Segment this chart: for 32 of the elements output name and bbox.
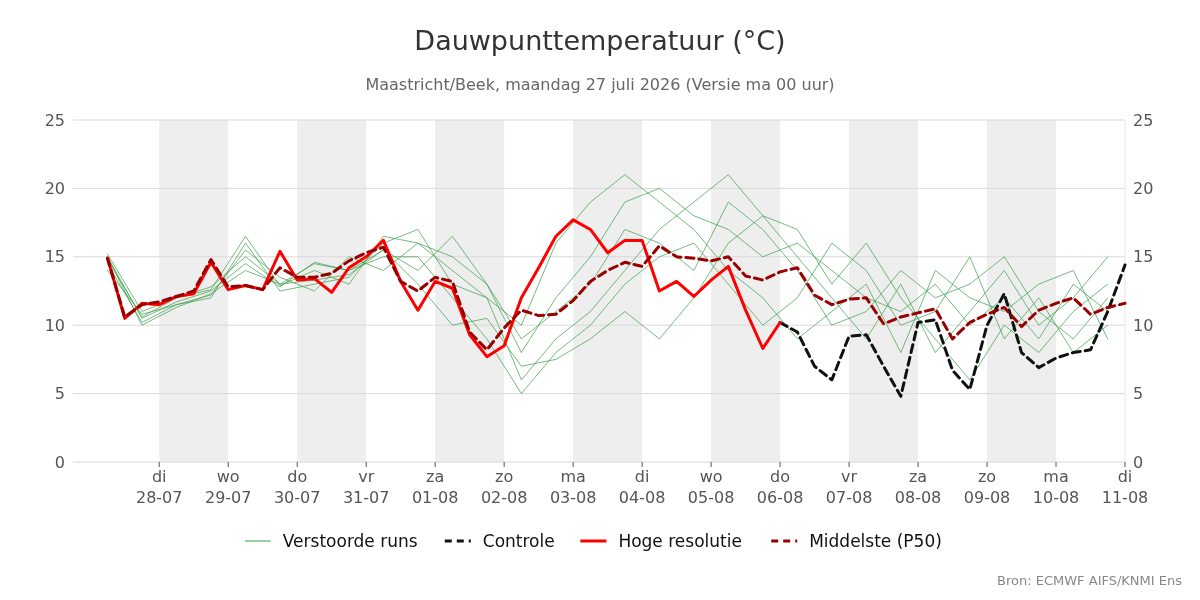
x-tick-label: wo 29-07 <box>204 467 252 507</box>
x-tick-label: wo 05-08 <box>687 467 735 507</box>
y-tick-label: 5 <box>54 384 65 404</box>
x-tick-label: zo 02-08 <box>480 467 528 507</box>
x-tick-label: di 28-07 <box>135 467 183 507</box>
chart-title: Dauwpunttemperatuur (°C) <box>414 25 786 56</box>
y2-tick-label: 15 <box>1133 247 1154 267</box>
x-tick-label: za 08-08 <box>894 467 942 507</box>
y-tick-label: 15 <box>44 247 65 267</box>
chart-subtitle: Maastricht/Beek, maandag 27 juli 2026 (Versie ma 00 uur) <box>365 75 835 94</box>
x-tick-label: di 04-08 <box>618 467 666 507</box>
y2-tick-label: 10 <box>1133 315 1154 335</box>
x-tick-label: ma 10-08 <box>1032 467 1080 507</box>
y-tick-label: 10 <box>44 315 65 335</box>
y-tick-label: 0 <box>54 452 65 472</box>
x-tick-label: vr 31-07 <box>342 467 390 507</box>
x-tick-label: zo 09-08 <box>963 467 1011 507</box>
legend-label: Verstoorde runs <box>282 530 418 551</box>
text: Bron: ECMWF AIFS/KNMI Ens <box>997 573 1183 588</box>
y2-tick-label: 25 <box>1133 110 1154 130</box>
legend-label: Hoge resolutie <box>618 530 742 551</box>
y2-tick-label: 5 <box>1133 384 1144 404</box>
y-tick-label: 25 <box>44 110 65 130</box>
legend-label: Middelste (P50) <box>809 530 942 551</box>
x-tick-label: ma 03-08 <box>549 467 597 507</box>
y-tick-label: 20 <box>44 179 65 198</box>
x-tick-label: do 30-07 <box>273 467 321 507</box>
y2-tick-label: 20 <box>1133 179 1154 198</box>
x-tick-label: do 06-08 <box>756 467 804 507</box>
x-tick-label: vr 07-08 <box>825 467 873 507</box>
x-tick-label: za 01-08 <box>411 467 459 507</box>
legend-label: Controle <box>482 530 555 551</box>
